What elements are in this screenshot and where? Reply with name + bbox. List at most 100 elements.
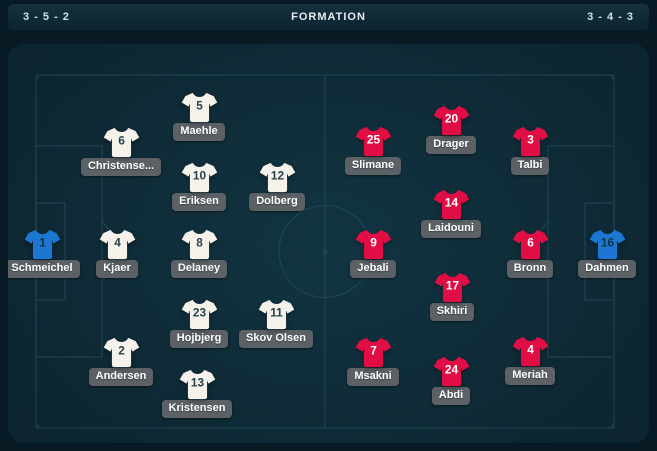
home-formation-label: 3 - 5 - 2 xyxy=(23,11,70,23)
shirt-body xyxy=(512,126,548,157)
shirt-number: 7 xyxy=(370,343,377,357)
shirt-number: 11 xyxy=(270,305,283,319)
player-away-4[interactable]: 4 Meriah xyxy=(475,336,585,385)
shirt-body xyxy=(103,337,139,368)
shirt-number: 23 xyxy=(192,305,206,319)
shirt-icon: 9 xyxy=(355,229,391,260)
shirt-body xyxy=(24,229,60,260)
shirt-number: 12 xyxy=(270,168,284,182)
shirt-body xyxy=(355,229,391,260)
player-away-20[interactable]: 20 Drager xyxy=(396,105,506,154)
players-layer: 1 Schmeichel 4 Kjaer 6 Christense... 2 A… xyxy=(8,44,649,443)
pitch: 1 Schmeichel 4 Kjaer 6 Christense... 2 A… xyxy=(8,44,649,443)
player-away-25[interactable]: 25 Slimane xyxy=(318,126,428,175)
player-name-label: Maehle xyxy=(173,123,225,141)
player-name-label: Talbi xyxy=(510,157,550,175)
shirt-icon: 11 xyxy=(258,299,294,330)
shirt-body xyxy=(433,356,469,387)
shirt-body xyxy=(258,299,294,330)
shirt-number: 16 xyxy=(600,235,614,249)
player-name-label: Meriah xyxy=(505,367,555,385)
shirt-body xyxy=(181,229,217,260)
player-away-9[interactable]: 9 Jebali xyxy=(318,229,428,278)
shirt-icon: 14 xyxy=(433,189,469,220)
shirt-body xyxy=(512,229,548,260)
shirt-number: 14 xyxy=(444,195,458,209)
shirt-icon: 10 xyxy=(181,162,217,193)
player-home-10[interactable]: 10 Eriksen xyxy=(144,162,254,211)
player-home-8[interactable]: 8 Delaney xyxy=(144,229,254,278)
player-name-label: Hojbjerg xyxy=(169,330,229,348)
shirt-number: 6 xyxy=(118,133,125,147)
shirt-number: 13 xyxy=(190,375,204,389)
shirt-number: 17 xyxy=(445,278,459,292)
shirt-number: 8 xyxy=(196,235,203,249)
shirt-icon: 24 xyxy=(433,356,469,387)
player-away-16[interactable]: 16 Dahmen xyxy=(552,229,649,278)
shirt-body xyxy=(181,162,217,193)
player-home-13[interactable]: 13 Kristensen xyxy=(142,369,252,418)
player-home-12[interactable]: 12 Dolberg xyxy=(222,162,332,211)
shirt-icon: 12 xyxy=(259,162,295,193)
shirt-icon: 3 xyxy=(512,126,548,157)
away-formation-label: 3 - 4 - 3 xyxy=(587,11,634,23)
player-home-23[interactable]: 23 Hojbjerg xyxy=(144,299,254,348)
player-away-14[interactable]: 14 Laidouni xyxy=(396,189,506,238)
player-name-label: Schmeichel xyxy=(8,260,80,278)
shirt-number: 1 xyxy=(39,235,46,249)
player-name-label: Dolberg xyxy=(249,193,305,211)
player-name-label: Andersen xyxy=(88,368,154,386)
shirt-icon: 6 xyxy=(103,127,139,158)
shirt-icon: 4 xyxy=(512,336,548,367)
player-home-11[interactable]: 11 Skov Olsen xyxy=(221,299,331,348)
shirt-icon: 7 xyxy=(355,337,391,368)
player-away-3[interactable]: 3 Talbi xyxy=(475,126,585,175)
shirt-body xyxy=(179,369,215,400)
player-name-label: Dahmen xyxy=(578,260,636,278)
shirt-body xyxy=(434,272,470,303)
player-name-label: Skhiri xyxy=(429,303,475,321)
shirt-icon: 1 xyxy=(24,229,60,260)
shirt-icon: 5 xyxy=(181,92,217,123)
shirt-body xyxy=(181,92,217,123)
shirt-number: 20 xyxy=(444,111,458,125)
shirt-body xyxy=(433,189,469,220)
shirt-body xyxy=(99,229,135,260)
player-name-label: Bronn xyxy=(506,260,554,278)
shirt-body xyxy=(512,336,548,367)
player-home-5[interactable]: 5 Maehle xyxy=(144,92,254,141)
player-away-17[interactable]: 17 Skhiri xyxy=(397,272,507,321)
shirt-icon: 4 xyxy=(99,229,135,260)
shirt-body xyxy=(181,299,217,330)
shirt-icon: 17 xyxy=(434,272,470,303)
shirt-number: 6 xyxy=(527,235,534,249)
formation-header: 3 - 5 - 2 FORMATION 3 - 4 - 3 xyxy=(8,4,649,30)
player-name-label: Delaney xyxy=(170,260,228,278)
shirt-number: 9 xyxy=(370,235,377,249)
player-away-6[interactable]: 6 Bronn xyxy=(475,229,585,278)
player-name-label: Laidouni xyxy=(421,220,481,238)
player-home-4[interactable]: 4 Kjaer xyxy=(62,229,172,278)
shirt-body xyxy=(355,337,391,368)
player-name-label: Christense... xyxy=(80,158,162,176)
shirt-icon: 20 xyxy=(433,105,469,136)
shirt-body xyxy=(259,162,295,193)
player-name-label: Jebali xyxy=(350,260,396,278)
player-name-label: Kristensen xyxy=(161,400,233,418)
player-name-label: Msakni xyxy=(347,368,399,386)
shirt-icon: 2 xyxy=(103,337,139,368)
shirt-icon: 13 xyxy=(179,369,215,400)
player-home-6[interactable]: 6 Christense... xyxy=(66,127,176,176)
page-title: FORMATION xyxy=(291,11,366,23)
player-away-7[interactable]: 7 Msakni xyxy=(318,337,428,386)
shirt-icon: 23 xyxy=(181,299,217,330)
shirt-number: 24 xyxy=(444,362,458,376)
player-name-label: Skov Olsen xyxy=(239,330,313,348)
player-home-2[interactable]: 2 Andersen xyxy=(66,337,176,386)
shirt-number: 2 xyxy=(118,343,125,357)
player-name-label: Drager xyxy=(426,136,476,154)
player-home-1[interactable]: 1 Schmeichel xyxy=(8,229,97,278)
player-away-24[interactable]: 24 Abdi xyxy=(396,356,506,405)
shirt-icon: 16 xyxy=(589,229,625,260)
shirt-number: 5 xyxy=(196,98,203,112)
